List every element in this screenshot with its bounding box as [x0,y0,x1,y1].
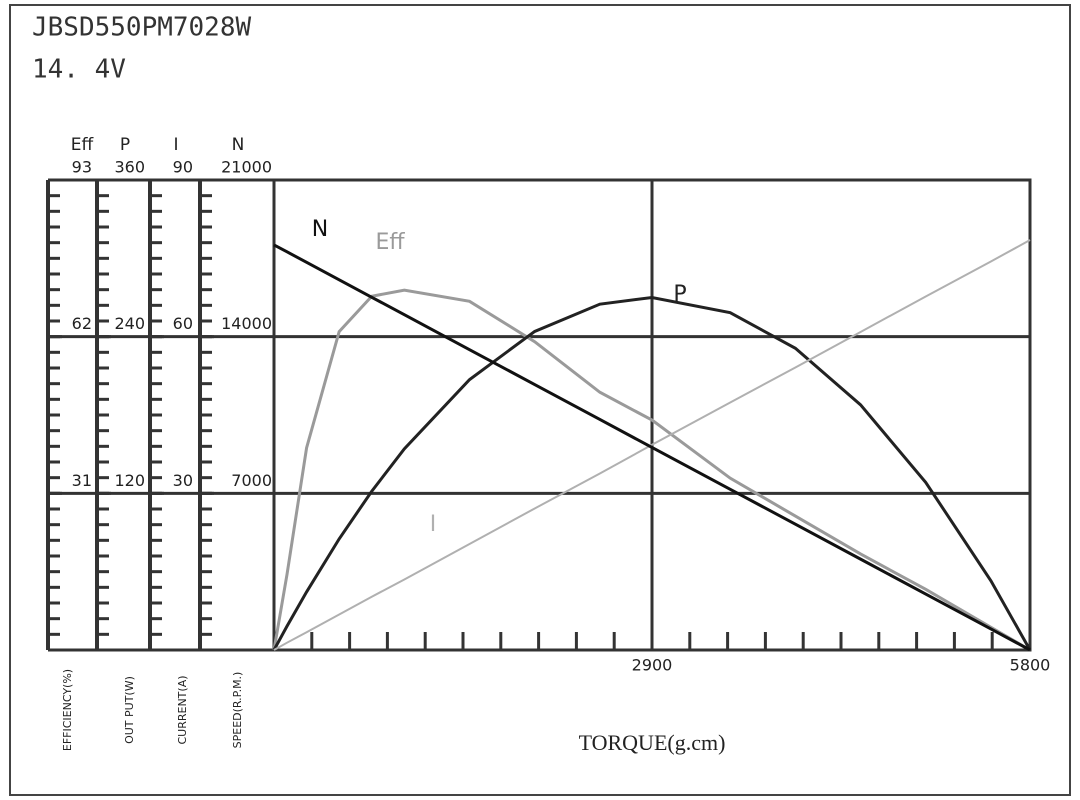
axis-header: I [173,135,178,155]
y-tick-label: 31 [72,471,92,490]
y-tick-label: 93 [72,158,92,177]
axis-header: P [120,135,130,155]
curve [273,239,1031,651]
chart-title: JBSD550PM7028W [32,13,251,43]
x-tick-label: 2900 [632,656,673,675]
y-tick-label: 360 [114,158,145,177]
y-tick-label: 14000 [221,314,272,333]
x-tick-label: 5800 [1010,656,1051,675]
curve-label: I [430,512,437,537]
axis-label: SPEED(R.P.M.) [231,672,244,749]
chart-subtitle: 14. 4V [32,55,126,85]
y-tick-label: 62 [72,314,92,333]
y-tick-label: 240 [114,314,145,333]
y-tick-label: 90 [173,158,193,177]
curve [273,243,1031,652]
y-tick-label: 30 [173,471,193,490]
frame [9,4,1071,796]
curve [272,288,1031,652]
curve-label: Eff [375,230,405,255]
axis-header: N [232,135,245,155]
axis-header: Eff [71,135,95,155]
axis-label: EFFICIENCY(%) [61,669,74,751]
y-tick-label: 120 [114,471,145,490]
curve [272,295,1032,651]
axis-label: CURRENT(A) [176,675,189,744]
curve-label: P [673,282,686,307]
y-tick-label: 7000 [231,471,272,490]
y-tick-label: 21000 [221,158,272,177]
axis-label: OUT PUT(W) [123,676,136,744]
y-tick-label: 60 [173,314,193,333]
curve-label: N [312,217,328,242]
x-axis-title: TORQUE(g.cm) [579,730,726,755]
